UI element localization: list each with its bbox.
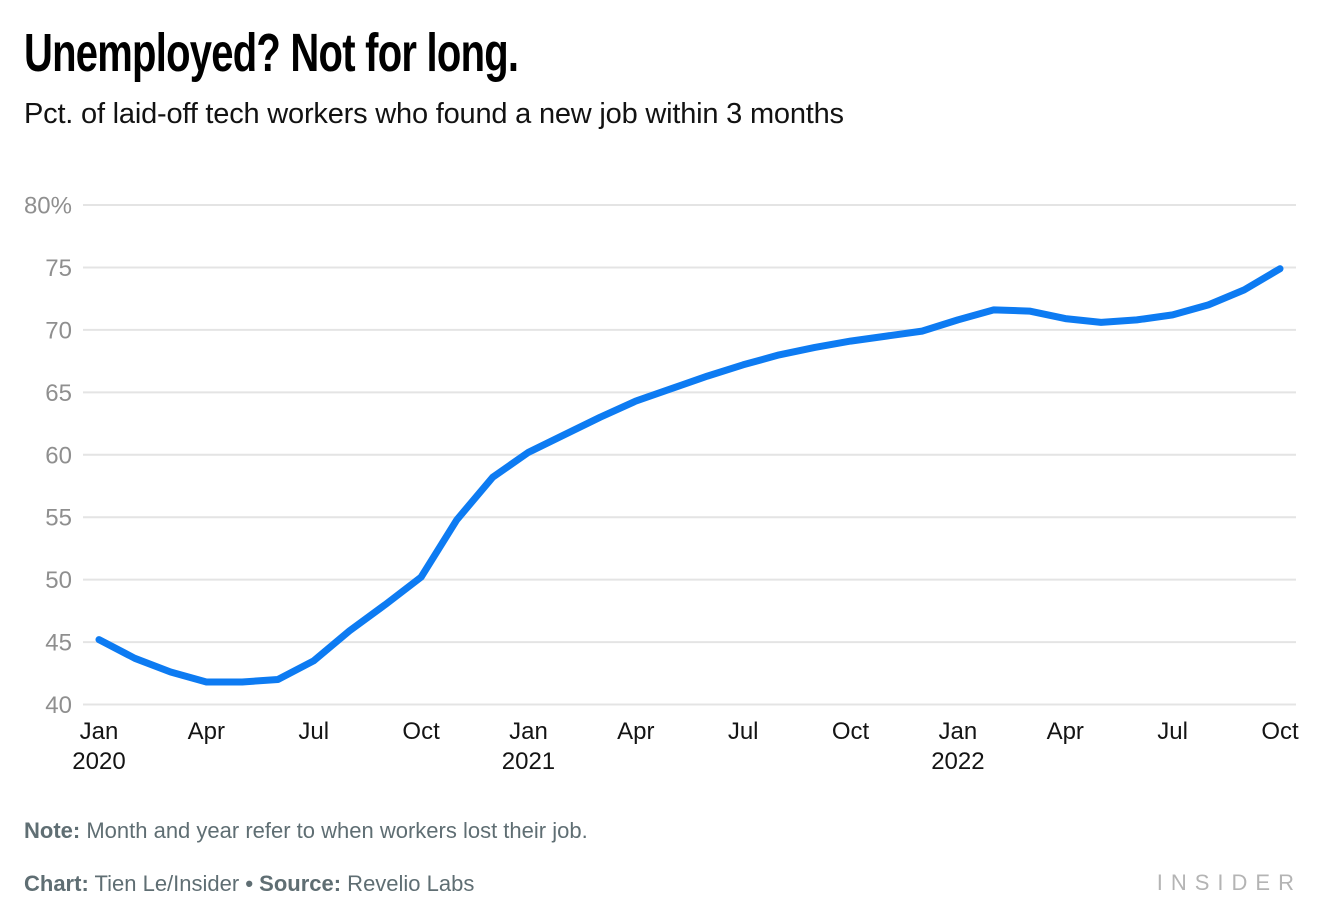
y-tick-label: 60 — [45, 442, 72, 469]
chart-credit-label: Chart: — [24, 871, 89, 896]
credit-line: Chart: Tien Le/Insider • Source: Revelio… — [24, 871, 474, 897]
note-line: Note: Month and year refer to when worke… — [24, 818, 588, 844]
x-tick-label: Apr — [188, 718, 225, 745]
insider-logo: INSIDER — [1156, 870, 1302, 895]
x-tick-year-label: 2021 — [502, 748, 555, 775]
chart-title: Unemployed? Not for long. — [24, 23, 519, 83]
x-tick-label: Jan — [509, 718, 548, 745]
chart-credit-text: Tien Le/Insider — [88, 871, 246, 896]
y-tick-label: 65 — [45, 380, 72, 407]
data-series — [95, 265, 1284, 686]
x-tick-label: Jul — [298, 718, 329, 745]
x-tick-label: Oct — [1261, 718, 1299, 745]
x-tick-year-label: 2020 — [72, 748, 125, 775]
y-tick-label: 75 — [45, 255, 72, 282]
y-axis-labels: 80% 75 70 65 60 55 50 45 40 — [24, 193, 72, 720]
x-axis-labels: Jan 2020 Apr Jul Oct Jan 2021 Apr Jul Oct Jan 2022 A… — [72, 718, 1299, 775]
source-label: Source: — [253, 871, 342, 896]
gridlines — [83, 204, 1296, 706]
y-tick-label: 55 — [45, 505, 72, 532]
chart-subtitle: Pct. of laid-off tech workers who found … — [24, 98, 844, 130]
credit-separator: • — [245, 871, 254, 896]
y-tick-label: 45 — [45, 630, 72, 657]
note-text: Month and year refer to when workers los… — [80, 818, 588, 843]
x-tick-label: Jul — [728, 718, 759, 745]
source-text: Revelio Labs — [341, 871, 475, 896]
y-tick-label: 40 — [45, 692, 72, 719]
x-tick-label: Oct — [402, 718, 440, 745]
x-tick-label: Oct — [832, 718, 870, 745]
data-line — [95, 265, 1284, 686]
x-tick-label: Jan — [80, 718, 119, 745]
y-tick-label: 70 — [45, 317, 72, 344]
x-tick-label: Apr — [1047, 718, 1084, 745]
x-tick-label: Jul — [1157, 718, 1188, 745]
note-label: Note: — [24, 818, 81, 843]
x-tick-label: Jan — [939, 718, 978, 745]
x-tick-label: Apr — [617, 718, 654, 745]
y-tick-label: 50 — [45, 567, 72, 594]
x-tick-year-label: 2022 — [931, 748, 984, 775]
y-tick-label: 80% — [24, 193, 72, 220]
